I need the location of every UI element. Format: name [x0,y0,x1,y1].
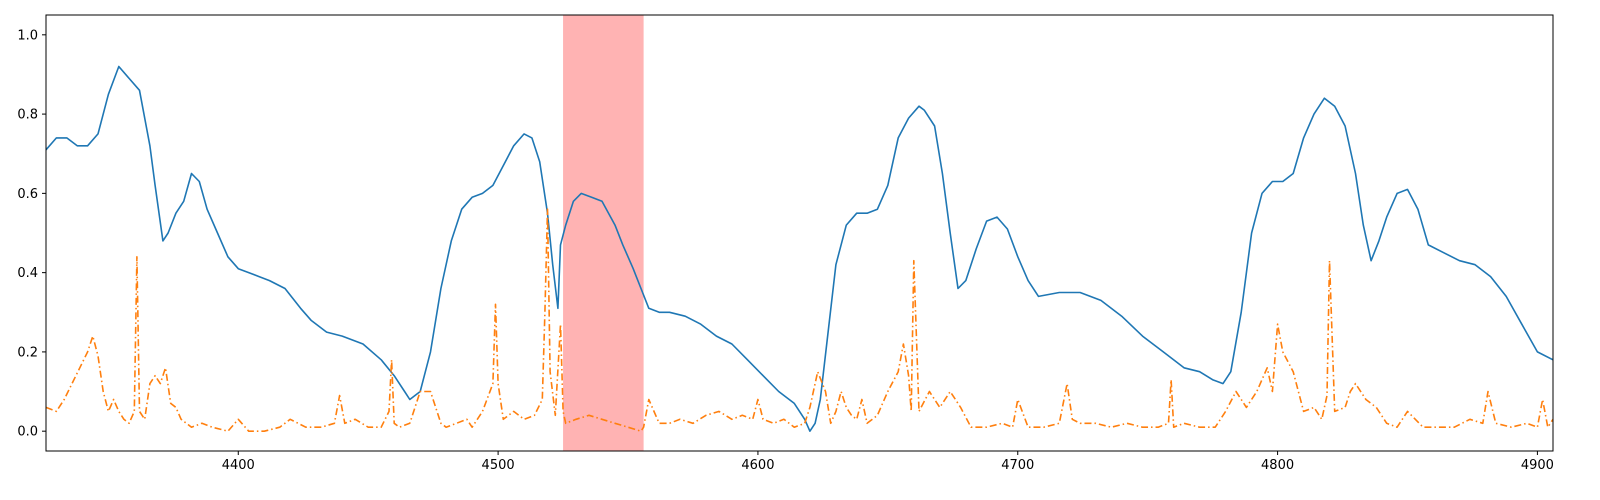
y-tick-label: 0.0 [17,425,38,440]
highlight-span-layer [563,15,644,451]
series-layer [45,65,1554,433]
y-tick-label: 0.2 [17,345,38,360]
y-tick-label: 1.0 [17,28,38,43]
highlight-span [563,15,644,451]
y-tick-label: 0.8 [17,108,38,123]
x-tick-label: 4800 [1261,458,1294,473]
y-axis: 0.0 0.2 0.4 0.6 0.8 1.0 [17,28,46,440]
series-line-1 [45,65,1554,433]
series-line-2 [45,208,1554,433]
y-tick-label: 0.6 [17,187,38,202]
x-tick-label: 4900 [1521,458,1554,473]
x-tick-label: 4600 [741,458,774,473]
x-tick-label: 4400 [222,458,255,473]
x-tick-label: 4700 [1001,458,1034,473]
y-tick-label: 0.4 [17,266,38,281]
x-tick-label: 4500 [482,458,515,473]
plot-frame [45,14,1554,452]
x-axis: 4400 4500 4600 4700 4800 4900 [222,451,1554,473]
